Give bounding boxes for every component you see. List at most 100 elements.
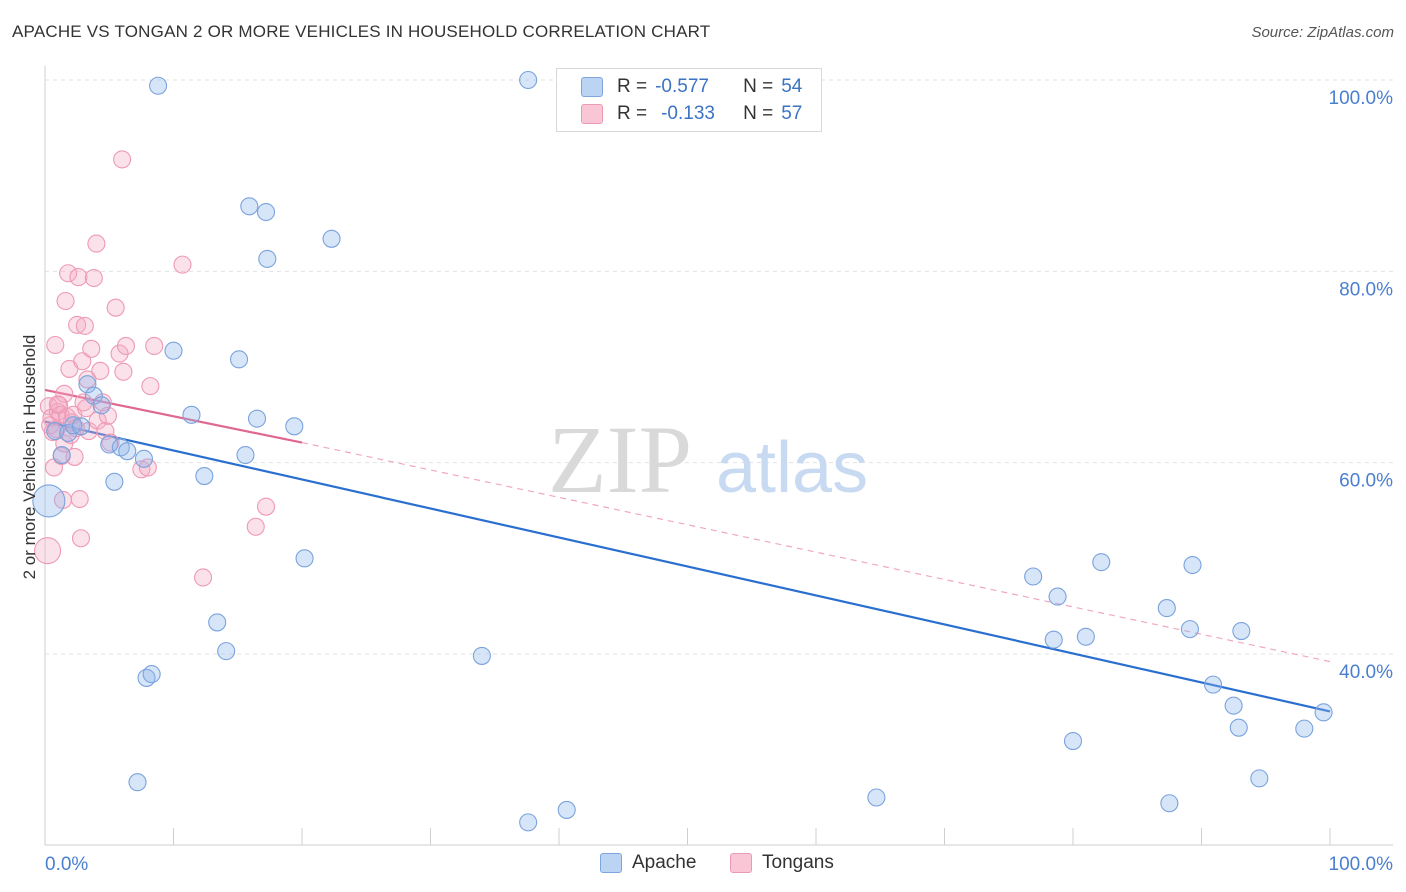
apache-point (1250, 769, 1269, 788)
tongans-point (246, 517, 265, 536)
apache-point (118, 442, 137, 461)
tongans-point (82, 339, 101, 358)
tongans-point (46, 335, 65, 355)
tongans-point (69, 268, 88, 287)
tongans-point (114, 362, 133, 381)
apache-point (134, 449, 153, 468)
tongans-point (87, 234, 106, 253)
tongans-point (96, 422, 115, 441)
bottom-legend-apache: Apache (600, 852, 696, 874)
tongans-trend-line (44, 388, 303, 444)
apache-point (92, 396, 111, 415)
tongans-point (145, 336, 164, 356)
tongans-point (113, 150, 132, 169)
y-tick-label-80: 80.0% (1339, 279, 1393, 300)
tongans-point (48, 402, 67, 422)
bottom-tongans-label: Tongans (762, 852, 834, 873)
apache-point (1092, 553, 1111, 572)
watermark-zip: ZIP (548, 406, 692, 513)
tongans-point (98, 406, 118, 425)
apache-swatch (581, 77, 603, 97)
apache-point (867, 788, 886, 807)
tongans-n-label: N = (743, 103, 774, 124)
bottom-apache-label: Apache (632, 852, 697, 873)
tongans-point (132, 460, 151, 479)
axes (44, 66, 1393, 846)
tongans-point (59, 264, 78, 283)
apache-point (1160, 794, 1179, 813)
tongans-point (55, 384, 74, 403)
tongans-swatch (581, 104, 603, 124)
tongans-point (116, 336, 136, 356)
apache-point (182, 405, 201, 424)
x-tick-label-0: 0.0% (45, 854, 88, 875)
apache-point (519, 70, 538, 90)
tongans-points (34, 150, 276, 587)
tongans-point (91, 361, 110, 380)
apache-point (1232, 621, 1251, 641)
apache-point (1183, 555, 1202, 575)
apache-r-value: -0.577 (655, 76, 709, 97)
apache-point (217, 642, 236, 661)
tongans-point (173, 255, 192, 274)
apache-point (1204, 675, 1223, 694)
bottom-legend-tongans: Tongans (730, 852, 834, 874)
apache-point (78, 375, 97, 394)
apache-trend-line (44, 420, 1331, 713)
bottom-tongans-swatch (730, 853, 752, 873)
tongans-point (138, 458, 157, 477)
apache-point (256, 202, 276, 222)
apache-point (519, 813, 538, 832)
apache-point (149, 76, 168, 95)
apache-point (1076, 627, 1095, 646)
tongans-point (141, 377, 160, 396)
legend-row-tongans: R = -0.133 N = 57 (581, 101, 802, 127)
apache-point (64, 416, 83, 435)
y-tick-label-100: 100.0% (1329, 88, 1394, 109)
apache-point (1044, 630, 1063, 649)
apache-point (100, 435, 119, 454)
apache-point (1224, 696, 1243, 715)
apache-point (1063, 732, 1083, 751)
apache-point (142, 665, 161, 684)
legend-row-apache: R = -0.577 N = 54 (581, 74, 802, 100)
apache-point (1157, 599, 1176, 618)
gridlines (45, 79, 1393, 655)
tongans-point (106, 298, 125, 317)
apache-point (164, 341, 183, 360)
tongans-point (70, 489, 89, 509)
apache-point (32, 484, 66, 518)
apache-point (128, 773, 147, 792)
trend-lines (44, 388, 1331, 713)
apache-point (258, 249, 277, 268)
apache-point (1229, 718, 1248, 737)
tongans-point (48, 395, 67, 414)
apache-point (295, 549, 314, 568)
tongans-n-value: 57 (781, 103, 803, 124)
x-tick-label-100: 100.0% (1329, 854, 1394, 875)
y-tick-label-60: 60.0% (1339, 471, 1393, 492)
y-tick-label-40: 40.0% (1339, 662, 1393, 683)
apache-points (32, 70, 1333, 832)
tongans-point (84, 268, 103, 288)
apache-point (1024, 567, 1043, 586)
source-label: Source: ZipAtlas.com (1251, 24, 1394, 41)
tongans-point (34, 537, 62, 565)
tongans-point (256, 497, 276, 516)
apache-point (1048, 587, 1067, 606)
apache-point (557, 800, 576, 819)
apache-point (236, 445, 255, 465)
tongans-point (78, 370, 97, 389)
apache-n-value: 54 (781, 76, 803, 97)
watermark-atlas: atlas (716, 428, 868, 508)
apache-point (285, 417, 304, 436)
tongans-r-label: R = (617, 103, 648, 124)
tongans-point (194, 568, 213, 587)
apache-point (240, 197, 259, 216)
apache-r-label: R = (617, 76, 648, 97)
apache-point (52, 445, 71, 465)
apache-point (229, 350, 249, 369)
bottom-apache-swatch (600, 853, 622, 873)
apache-point (105, 472, 124, 491)
